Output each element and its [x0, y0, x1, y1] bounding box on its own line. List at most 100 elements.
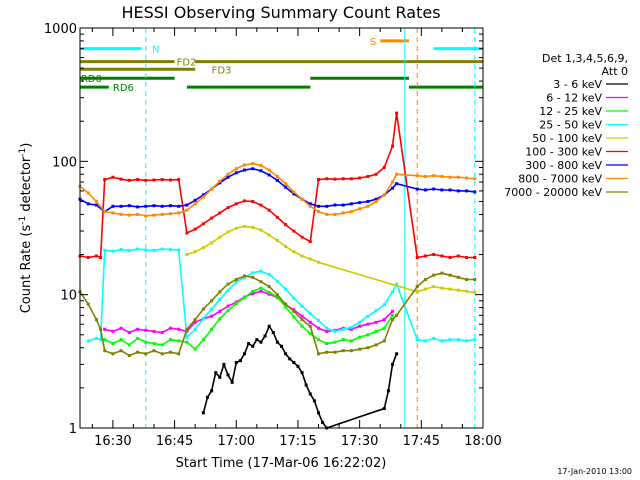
series-8-point [251, 162, 255, 166]
series-5-point [473, 290, 477, 294]
series-8-point [366, 204, 370, 208]
series-9-point [119, 349, 123, 353]
series-2-point [374, 320, 378, 324]
series-7-point [366, 199, 370, 203]
series-2-point [177, 327, 181, 331]
series-7-point [168, 204, 172, 208]
series-2-point [349, 327, 353, 331]
series-1-point [230, 380, 234, 384]
series-3-point [210, 327, 214, 331]
series-2-point [325, 329, 329, 333]
series-9-point [127, 353, 131, 357]
series-9-point [465, 277, 469, 281]
legend-entry-label: 800 - 7000 keV [518, 173, 602, 186]
series-4-point [201, 317, 205, 321]
series-7-point [152, 204, 156, 208]
series-6-point [234, 202, 238, 206]
series-3-point [144, 340, 148, 344]
y-axis-label: Count Rate (s-1 detector-1) [18, 143, 34, 314]
series-9-point [473, 277, 477, 281]
series-4-point [448, 338, 452, 342]
series-3-point [382, 326, 386, 330]
series-4-point [300, 304, 304, 308]
series-9-point [242, 274, 246, 278]
series-2-point [267, 292, 271, 296]
series-2-point [168, 326, 172, 330]
series-6-point [423, 254, 427, 258]
flag-label-s: S [370, 37, 376, 48]
series-8-point [317, 210, 321, 214]
legend-entry-label: 25 - 50 keV [539, 119, 602, 132]
series-4-point [103, 248, 107, 252]
series-4-point [415, 338, 419, 342]
series-7-point [234, 171, 238, 175]
x-tick-label: 17:45 [403, 434, 440, 449]
series-9-point [432, 273, 436, 277]
series-8-point [292, 190, 296, 194]
series-4-point [94, 336, 98, 340]
series-4-point [144, 248, 148, 252]
series-5-point [456, 288, 460, 292]
series-1-point [201, 411, 205, 415]
legend-entry-label: 300 - 800 keV [525, 159, 602, 172]
series-8-point [374, 199, 378, 203]
series-8-point [333, 212, 337, 216]
series-1-point [251, 344, 255, 348]
flag-label-rd6: RD6 [113, 83, 134, 94]
series-3-point [168, 338, 172, 342]
series-8-point [177, 211, 181, 215]
series-4-point [440, 339, 444, 343]
series-7-point [448, 188, 452, 192]
series-3-point [267, 290, 271, 294]
series-7-point [127, 204, 131, 208]
series-6-point [127, 178, 131, 182]
series-9-point [193, 318, 197, 322]
series-4-point [465, 339, 469, 343]
series-3-point [292, 315, 296, 319]
series-1-point [267, 324, 271, 328]
series-9-point [86, 302, 90, 306]
series-2-point [391, 309, 395, 313]
series-7-point [259, 169, 263, 173]
series-1-point [308, 392, 312, 396]
series-1-point [263, 334, 267, 338]
series-5-point [201, 246, 205, 250]
series-8-point [242, 163, 246, 167]
series-9-point [152, 349, 156, 353]
series-9-point [275, 293, 279, 297]
series-8-point [395, 172, 399, 176]
y-axis-label-sup1: -1 [18, 216, 28, 225]
series-8-point [284, 182, 288, 186]
series-7-point [456, 189, 460, 193]
series-5-point [259, 228, 263, 232]
series-1-point [214, 371, 218, 375]
series-5-point [308, 257, 312, 261]
series-3-point [218, 317, 222, 321]
series-4-point [284, 287, 288, 291]
series-6-point [366, 174, 370, 178]
series-2-point [152, 329, 156, 333]
series-9-point [259, 280, 263, 284]
series-6-point [473, 255, 477, 259]
series-7-point [111, 204, 115, 208]
series-3-point [259, 286, 263, 290]
series-9-point [267, 285, 271, 289]
legend-entry-label: 12 - 25 keV [539, 105, 602, 118]
series-9-point [308, 324, 312, 328]
series-8-point [86, 191, 90, 195]
series-5-point [292, 250, 296, 254]
y-tick-label: 1000 [44, 22, 77, 37]
series-7-point [415, 187, 419, 191]
series-2-point [193, 320, 197, 324]
series-4-point [366, 314, 370, 318]
series-7-point [226, 175, 230, 179]
series-4-point [119, 248, 123, 252]
series-1-point [205, 395, 209, 399]
series-9-point [168, 350, 172, 354]
series-9-point [374, 343, 378, 347]
series-7-point [333, 203, 337, 207]
series-3-point [349, 339, 353, 343]
series-1-point [288, 357, 292, 361]
series-1-point [222, 362, 226, 366]
